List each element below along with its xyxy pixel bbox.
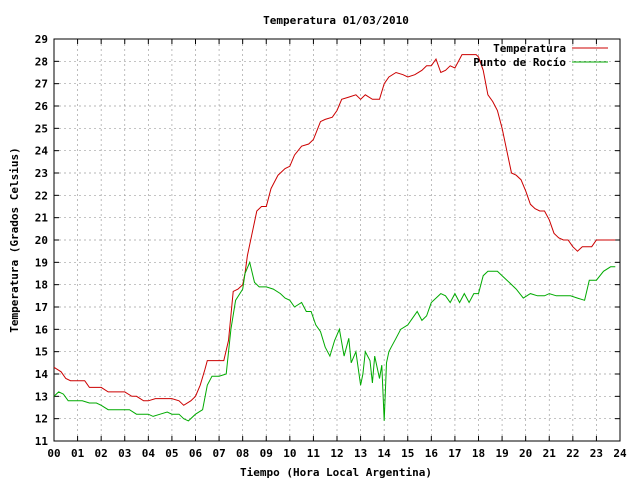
x-tick-label: 01 <box>71 447 85 460</box>
y-tick-label: 15 <box>35 346 48 359</box>
x-tick-label: 18 <box>472 447 485 460</box>
y-tick-label: 12 <box>35 413 48 426</box>
y-tick-label: 28 <box>35 55 48 68</box>
series-line-temperatura <box>53 54 616 406</box>
x-tick-label: 20 <box>519 447 532 460</box>
x-tick-label: 09 <box>260 447 273 460</box>
y-tick-label: 20 <box>35 234 48 247</box>
y-tick-label: 24 <box>35 145 49 158</box>
y-tick-label: 23 <box>35 167 48 180</box>
y-tick-label: 14 <box>35 368 49 381</box>
x-tick-label: 12 <box>330 447 343 460</box>
x-tick-label: 07 <box>212 447 225 460</box>
y-axis-label: Temperatura (Grados Celsius) <box>8 147 21 332</box>
x-tick-label: 08 <box>236 447 249 460</box>
y-tick-label: 29 <box>35 33 48 46</box>
x-tick-label: 23 <box>590 447 603 460</box>
x-tick-label: 10 <box>283 447 296 460</box>
x-tick-label: 05 <box>165 447 178 460</box>
x-tick-label: 15 <box>401 447 414 460</box>
y-tick-label: 16 <box>35 323 49 336</box>
y-tick-label: 18 <box>35 279 48 292</box>
x-tick-label: 04 <box>142 447 156 460</box>
x-tick-label: 21 <box>543 447 557 460</box>
x-tick-label: 17 <box>448 447 461 460</box>
x-tick-label: 16 <box>425 447 439 460</box>
x-axis-label: Tiempo (Hora Local Argentina) <box>240 466 432 479</box>
series-line-punto-de-rocio <box>53 260 616 422</box>
x-tick-label: 00 <box>47 447 60 460</box>
y-tick-label: 27 <box>35 78 48 91</box>
x-tick-label: 11 <box>307 447 321 460</box>
x-tick-label: 19 <box>495 447 508 460</box>
y-tick-label: 13 <box>35 390 48 403</box>
x-tick-label: 02 <box>95 447 108 460</box>
y-tick-label: 11 <box>35 435 49 448</box>
x-tick-label: 24 <box>613 447 627 460</box>
series-lines <box>53 54 616 422</box>
x-tick-label: 22 <box>566 447 579 460</box>
chart-title: Temperatura 01/03/2010 <box>263 14 409 27</box>
x-tick-label: 03 <box>118 447 131 460</box>
y-tick-label: 22 <box>35 189 48 202</box>
legend: Temperatura Punto de Rocío <box>473 42 608 69</box>
x-tick-label: 06 <box>189 447 203 460</box>
legend-label-punto-de-rocio: Punto de Rocío <box>473 56 566 69</box>
y-tick-label: 17 <box>35 301 48 314</box>
grid <box>54 39 620 441</box>
x-tick-label: 14 <box>378 447 392 460</box>
y-tick-label: 25 <box>35 122 48 135</box>
legend-label-temperatura: Temperatura <box>493 42 566 55</box>
y-axis: 11 12 13 14 15 16 17 18 19 20 21 22 23 24 25 26 27 28 29 <box>35 33 620 448</box>
y-tick-label: 19 <box>35 256 48 269</box>
x-axis: 00 01 02 03 04 05 06 07 08 09 10 11 12 13 14 15 16 17 18 19… <box>47 39 627 460</box>
y-tick-label: 21 <box>35 212 49 225</box>
x-tick-label: 13 <box>354 447 367 460</box>
y-tick-label: 26 <box>35 100 49 113</box>
